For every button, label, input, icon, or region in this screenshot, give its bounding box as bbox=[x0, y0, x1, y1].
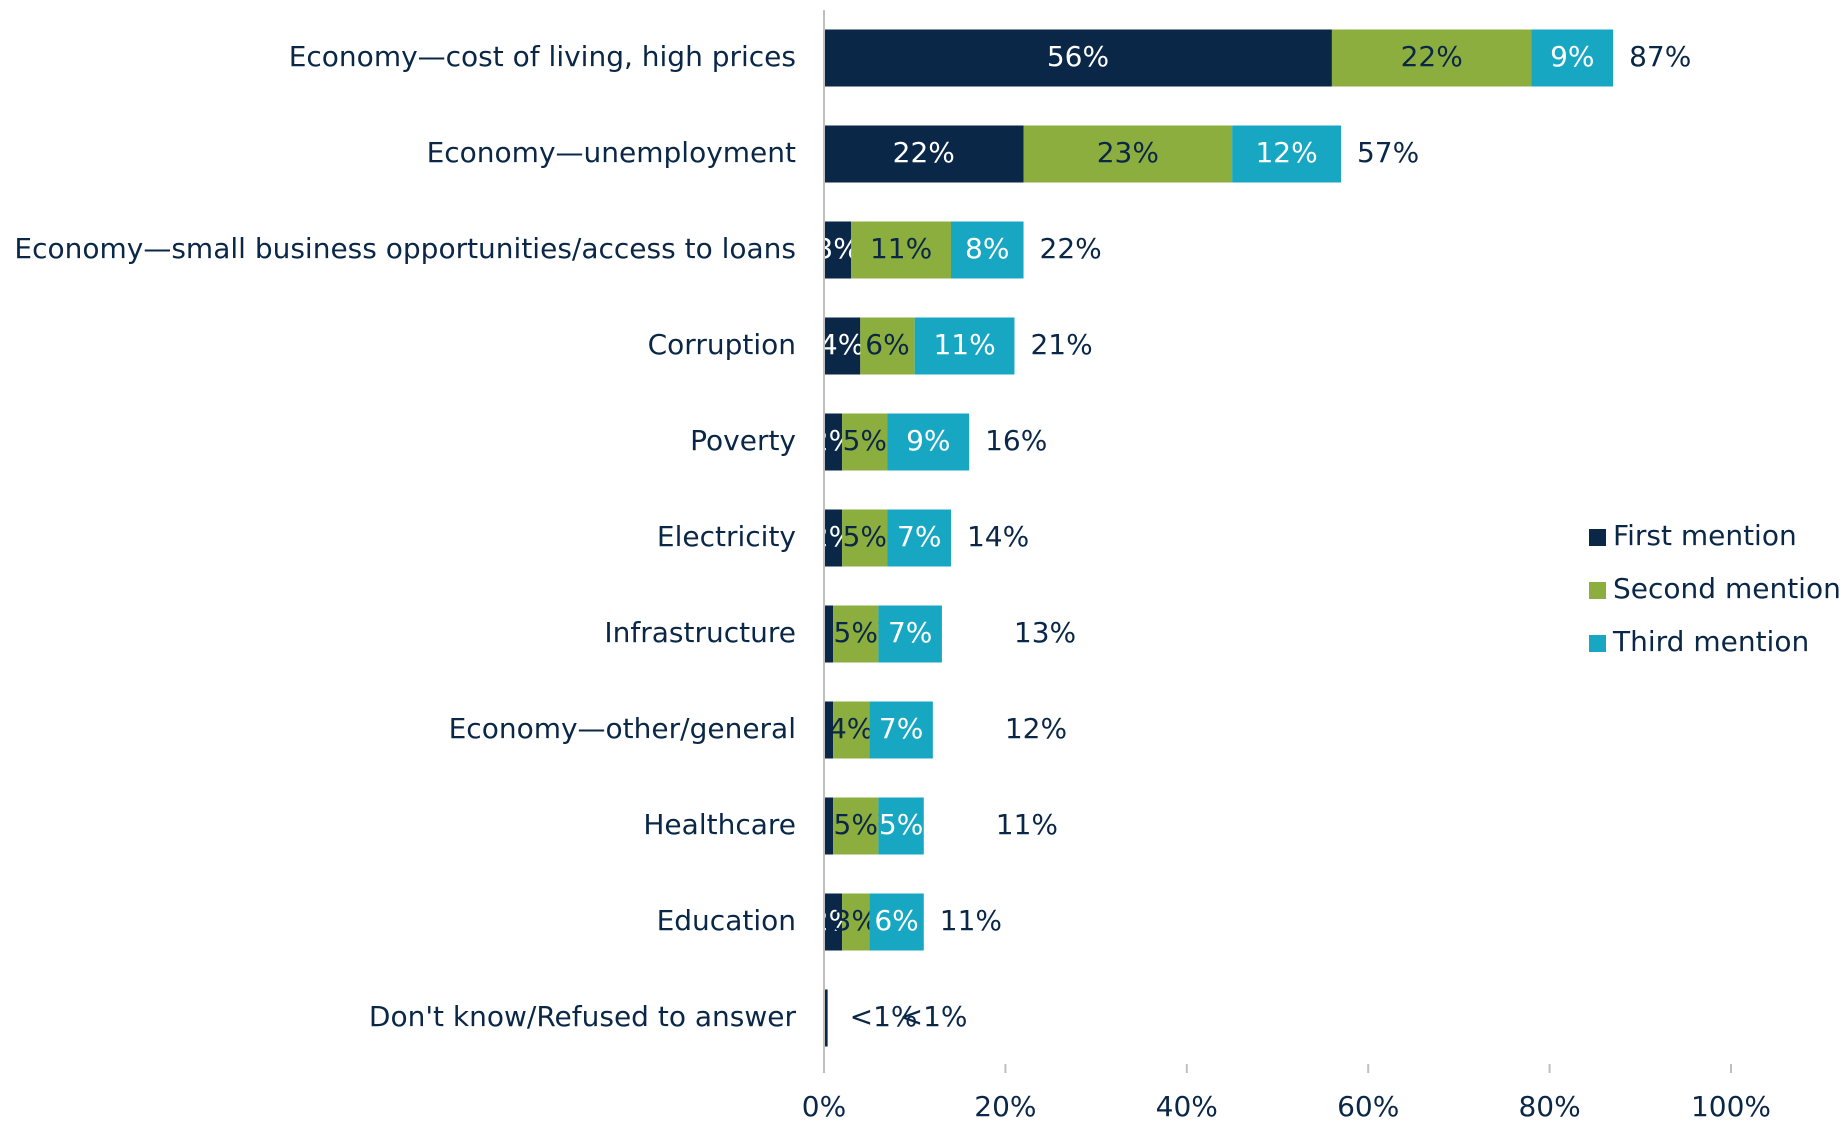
category-label: Don't know/Refused to answer bbox=[369, 1000, 797, 1033]
value-label: 4% bbox=[829, 712, 873, 745]
value-label: 5% bbox=[879, 808, 923, 841]
value-label: <1% bbox=[850, 1000, 918, 1033]
bar-segment bbox=[824, 701, 834, 759]
bar-segment bbox=[824, 317, 861, 375]
legend-swatch bbox=[1589, 529, 1606, 546]
total-label: 16% bbox=[985, 424, 1047, 457]
x-tick-label: 40% bbox=[1156, 1090, 1218, 1122]
category-label: Economy—other/general bbox=[449, 712, 796, 745]
bar-segment bbox=[887, 509, 951, 567]
value-label: 6% bbox=[874, 904, 918, 937]
bar-segment bbox=[824, 989, 828, 1047]
value-label: 5% bbox=[843, 520, 887, 553]
value-label: 11% bbox=[870, 232, 932, 265]
bar-segment bbox=[824, 797, 834, 855]
bar-segment bbox=[869, 893, 924, 951]
total-label: 22% bbox=[1040, 232, 1102, 265]
bar-segment bbox=[833, 605, 879, 663]
bar-segment bbox=[824, 509, 843, 567]
total-label: 57% bbox=[1357, 136, 1419, 169]
x-tick-label: 60% bbox=[1337, 1090, 1399, 1122]
bar-segment bbox=[842, 893, 870, 951]
bar-segment bbox=[833, 797, 879, 855]
total-label: 13% bbox=[1014, 616, 1076, 649]
bar-segment bbox=[887, 413, 970, 471]
category-label: Economy—small business opportunities/acc… bbox=[14, 232, 796, 265]
bar-segment bbox=[1232, 125, 1341, 183]
value-label: 7% bbox=[888, 616, 932, 649]
value-label: 9% bbox=[906, 424, 950, 457]
bar-segment bbox=[824, 125, 1024, 183]
x-tick-label: 80% bbox=[1518, 1090, 1580, 1122]
value-label: 5% bbox=[834, 808, 878, 841]
total-label: <1% bbox=[900, 1000, 968, 1033]
value-label: 9% bbox=[1550, 40, 1594, 73]
bar-segment bbox=[842, 509, 888, 567]
total-label: 14% bbox=[967, 520, 1029, 553]
value-label: 6% bbox=[865, 328, 909, 361]
bar-segment bbox=[824, 29, 1332, 87]
bar-segment bbox=[824, 221, 852, 279]
bar-segment bbox=[842, 413, 888, 471]
bar-segment bbox=[824, 605, 834, 663]
value-label: 4% bbox=[820, 328, 864, 361]
legend-label: First mention bbox=[1613, 519, 1797, 552]
legend-label: Second mention bbox=[1613, 572, 1841, 605]
bar-segment bbox=[950, 221, 1024, 279]
value-label: 8% bbox=[965, 232, 1009, 265]
category-label: Education bbox=[657, 904, 796, 937]
value-label: 5% bbox=[843, 424, 887, 457]
value-label: 22% bbox=[1401, 40, 1463, 73]
category-label: Economy—unemployment bbox=[427, 136, 796, 169]
bar-segment bbox=[878, 797, 924, 855]
total-label: 11% bbox=[940, 904, 1002, 937]
bar-segment bbox=[1531, 29, 1614, 87]
bar-segment bbox=[851, 221, 951, 279]
category-label: Economy—cost of living, high prices bbox=[289, 40, 796, 73]
bar-segment bbox=[1023, 125, 1233, 183]
legend-swatch bbox=[1589, 582, 1606, 599]
category-label: Poverty bbox=[690, 424, 796, 457]
total-label: 12% bbox=[1005, 712, 1067, 745]
total-label: 11% bbox=[996, 808, 1058, 841]
x-tick-label: 0% bbox=[802, 1090, 846, 1122]
legend-label: Third mention bbox=[1612, 625, 1809, 658]
total-label: 87% bbox=[1629, 40, 1691, 73]
bar-segment bbox=[869, 701, 933, 759]
bar-segment bbox=[878, 605, 942, 663]
value-label: 22% bbox=[893, 136, 955, 169]
value-label: 11% bbox=[933, 328, 995, 361]
bar-segment bbox=[824, 413, 843, 471]
category-label: Healthcare bbox=[643, 808, 796, 841]
bar-segment bbox=[860, 317, 915, 375]
x-tick-label: 100% bbox=[1691, 1090, 1771, 1122]
bar-segment bbox=[833, 701, 870, 759]
value-label: 56% bbox=[1047, 40, 1109, 73]
legend-swatch bbox=[1589, 635, 1606, 652]
value-label: 5% bbox=[834, 616, 878, 649]
x-tick-label: 20% bbox=[974, 1090, 1036, 1122]
category-label: Electricity bbox=[657, 520, 796, 553]
total-label: 21% bbox=[1030, 328, 1092, 361]
bar-segment bbox=[1331, 29, 1532, 87]
value-label: 7% bbox=[897, 520, 941, 553]
value-label: 7% bbox=[879, 712, 923, 745]
bar-segment bbox=[824, 893, 843, 951]
value-label: 23% bbox=[1097, 136, 1159, 169]
category-label: Corruption bbox=[648, 328, 796, 361]
value-label: 12% bbox=[1255, 136, 1317, 169]
category-label: Infrastructure bbox=[604, 616, 796, 649]
bar-segment bbox=[914, 317, 1015, 375]
